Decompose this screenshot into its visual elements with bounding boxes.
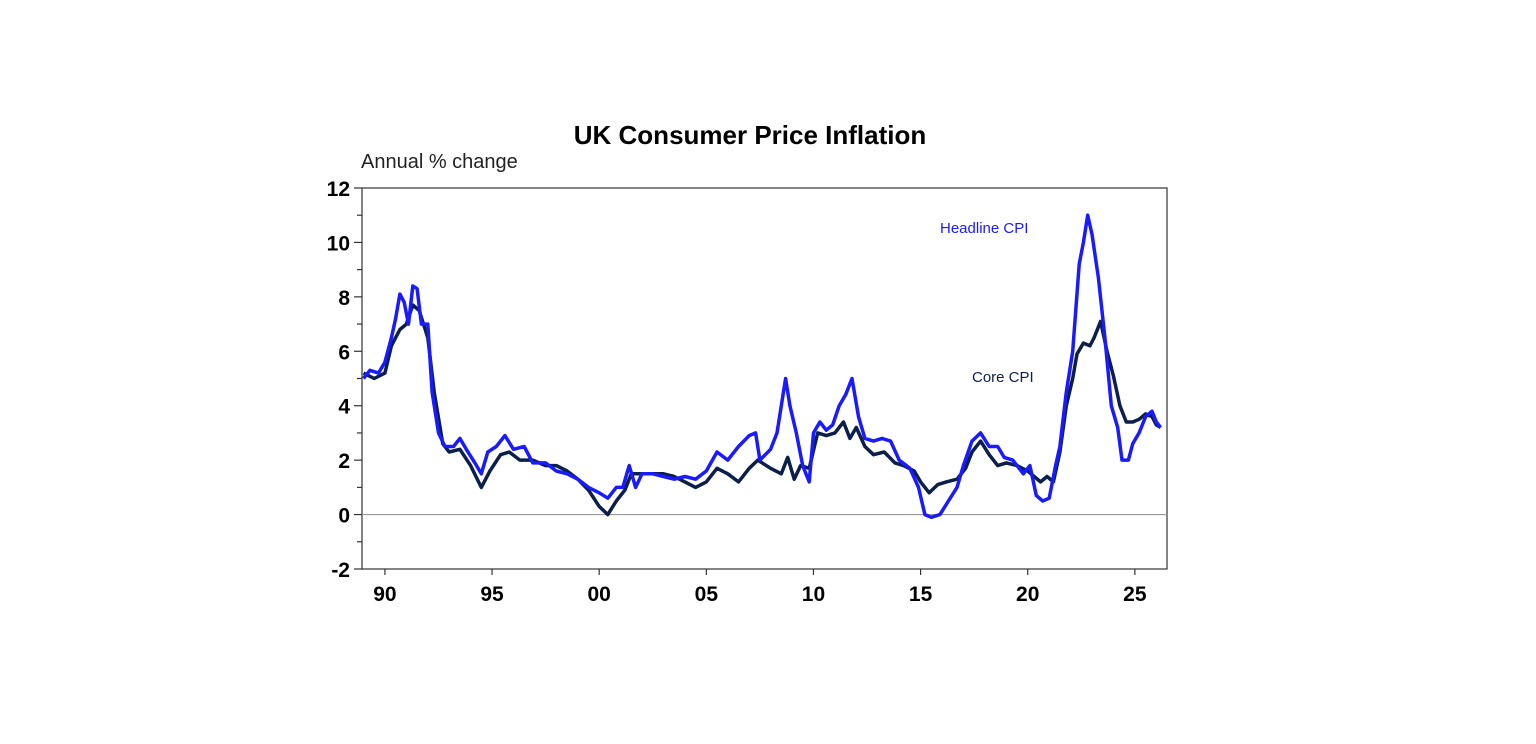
chart-title: UK Consumer Price Inflation: [574, 120, 927, 150]
x-tick-label: 25: [1123, 583, 1147, 606]
x-tick-label: 15: [909, 583, 933, 606]
y-tick-label: -2: [331, 559, 350, 582]
y-tick-label: 4: [338, 396, 350, 419]
x-tick-label: 20: [1016, 583, 1039, 606]
x-tick-label: 90: [373, 583, 396, 606]
core-cpi-line: [362, 303, 1162, 517]
plot-frame: [361, 187, 1168, 570]
y-axis-label: Annual % change: [361, 151, 518, 173]
y-tick-label: 12: [327, 178, 350, 201]
y-tick-label: 2: [338, 450, 350, 473]
x-tick-label: 95: [480, 583, 504, 606]
x-tick-label: 10: [802, 583, 825, 606]
series-lines: [362, 213, 1162, 520]
y-tick-label: 10: [327, 232, 350, 255]
x-tick-label: 00: [588, 583, 611, 606]
headline-cpi-label: Headline CPI: [940, 220, 1028, 237]
y-tick-label: 6: [338, 341, 350, 364]
y-tick-label: 0: [338, 505, 350, 528]
y-tick-label: 8: [338, 287, 350, 310]
y-axis: -2 0 2 4 6 8 10 12: [327, 178, 362, 582]
headline-cpi-line: [362, 213, 1162, 520]
x-axis: 90 95 00 05 10 15 20 25: [373, 569, 1147, 606]
x-tick-label: 05: [695, 583, 719, 606]
core-cpi-label: Core CPI: [972, 369, 1034, 386]
